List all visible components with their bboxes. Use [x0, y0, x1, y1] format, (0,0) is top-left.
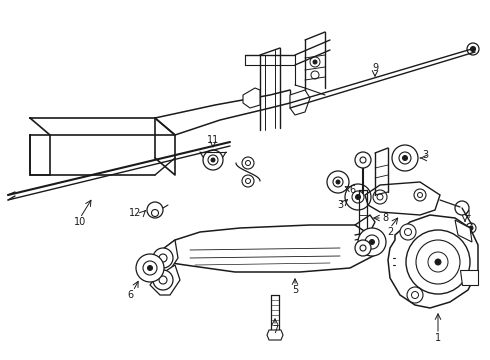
Text: 2: 2 — [387, 227, 393, 237]
Text: 12: 12 — [129, 208, 141, 218]
Circle shape — [406, 230, 470, 294]
Polygon shape — [150, 265, 180, 295]
Text: 9: 9 — [372, 63, 378, 73]
Circle shape — [147, 266, 152, 270]
Text: 10: 10 — [74, 217, 86, 227]
Polygon shape — [455, 220, 472, 242]
Text: 1: 1 — [435, 333, 441, 343]
Circle shape — [356, 194, 361, 199]
Text: 3: 3 — [337, 200, 343, 210]
Circle shape — [136, 254, 164, 282]
Circle shape — [153, 270, 173, 290]
Circle shape — [355, 152, 371, 168]
Circle shape — [402, 156, 408, 161]
Text: 8: 8 — [382, 213, 388, 223]
Polygon shape — [150, 240, 178, 273]
Circle shape — [336, 180, 340, 184]
Circle shape — [407, 287, 423, 303]
Circle shape — [435, 259, 441, 265]
Text: 3: 3 — [422, 150, 428, 160]
Circle shape — [211, 158, 215, 162]
Polygon shape — [388, 215, 478, 308]
Circle shape — [369, 239, 374, 244]
Text: 7: 7 — [272, 325, 278, 335]
Text: 6: 6 — [349, 185, 355, 195]
Text: 11: 11 — [207, 135, 219, 145]
Circle shape — [358, 228, 386, 256]
Circle shape — [153, 248, 173, 268]
Text: 5: 5 — [292, 285, 298, 295]
Circle shape — [355, 240, 371, 256]
Polygon shape — [460, 270, 478, 285]
Circle shape — [470, 46, 475, 51]
Polygon shape — [155, 225, 375, 272]
Text: 6: 6 — [127, 290, 133, 300]
Circle shape — [469, 226, 473, 230]
Polygon shape — [267, 330, 283, 340]
Polygon shape — [365, 182, 440, 215]
Polygon shape — [243, 88, 260, 108]
Circle shape — [313, 60, 317, 64]
Circle shape — [400, 224, 416, 240]
Text: 4: 4 — [465, 210, 471, 220]
Polygon shape — [290, 90, 310, 115]
